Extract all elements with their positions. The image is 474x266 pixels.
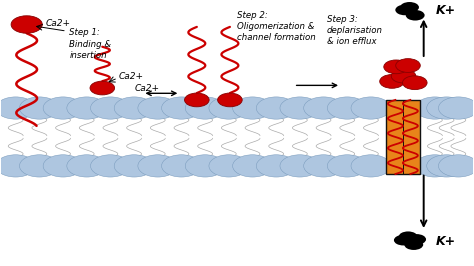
Circle shape [185, 155, 225, 177]
Circle shape [233, 155, 273, 177]
Circle shape [391, 69, 416, 83]
Text: Step 2:
Oligomerization &
channel formation: Step 2: Oligomerization & channel format… [237, 11, 316, 43]
Text: Ca2+: Ca2+ [119, 72, 144, 81]
Circle shape [400, 2, 419, 13]
Circle shape [91, 155, 130, 177]
Circle shape [185, 97, 225, 119]
Circle shape [399, 231, 418, 242]
Circle shape [114, 97, 154, 119]
Circle shape [351, 155, 391, 177]
Circle shape [328, 97, 367, 119]
Circle shape [394, 235, 413, 246]
Text: Ca2+: Ca2+ [135, 84, 160, 93]
Circle shape [384, 60, 409, 74]
Circle shape [91, 97, 130, 119]
Text: K+: K+ [436, 235, 456, 248]
Circle shape [380, 74, 404, 88]
Circle shape [280, 155, 320, 177]
Circle shape [415, 155, 455, 177]
Circle shape [415, 97, 455, 119]
Circle shape [43, 97, 83, 119]
Circle shape [304, 97, 344, 119]
Circle shape [138, 155, 178, 177]
Circle shape [256, 155, 296, 177]
Circle shape [11, 16, 42, 33]
Circle shape [351, 97, 391, 119]
Circle shape [209, 97, 249, 119]
Circle shape [184, 93, 209, 107]
Circle shape [402, 76, 427, 90]
Circle shape [218, 93, 242, 107]
Circle shape [162, 155, 201, 177]
Circle shape [427, 97, 466, 119]
Circle shape [114, 155, 154, 177]
Circle shape [67, 97, 107, 119]
Circle shape [396, 59, 420, 72]
Circle shape [427, 155, 466, 177]
Circle shape [19, 155, 59, 177]
Circle shape [406, 10, 425, 20]
Circle shape [162, 97, 201, 119]
Circle shape [90, 81, 115, 95]
Circle shape [407, 234, 426, 245]
Circle shape [395, 5, 414, 15]
Text: K+: K+ [436, 4, 456, 17]
Circle shape [209, 155, 249, 177]
Circle shape [438, 97, 474, 119]
Circle shape [0, 155, 36, 177]
Circle shape [19, 97, 59, 119]
Bar [386, 100, 420, 174]
Circle shape [43, 155, 83, 177]
Circle shape [233, 97, 273, 119]
Circle shape [304, 155, 344, 177]
Circle shape [404, 239, 423, 250]
Circle shape [328, 155, 367, 177]
Text: Ca2+: Ca2+ [46, 19, 71, 28]
Circle shape [280, 97, 320, 119]
Text: Step 3:
deplarisation
& ion efflux: Step 3: deplarisation & ion efflux [327, 15, 383, 47]
Circle shape [256, 97, 296, 119]
Circle shape [438, 155, 474, 177]
Circle shape [138, 97, 178, 119]
Circle shape [67, 155, 107, 177]
Text: Step 1:
Binding &
insertion: Step 1: Binding & insertion [69, 28, 111, 60]
Circle shape [0, 97, 36, 119]
